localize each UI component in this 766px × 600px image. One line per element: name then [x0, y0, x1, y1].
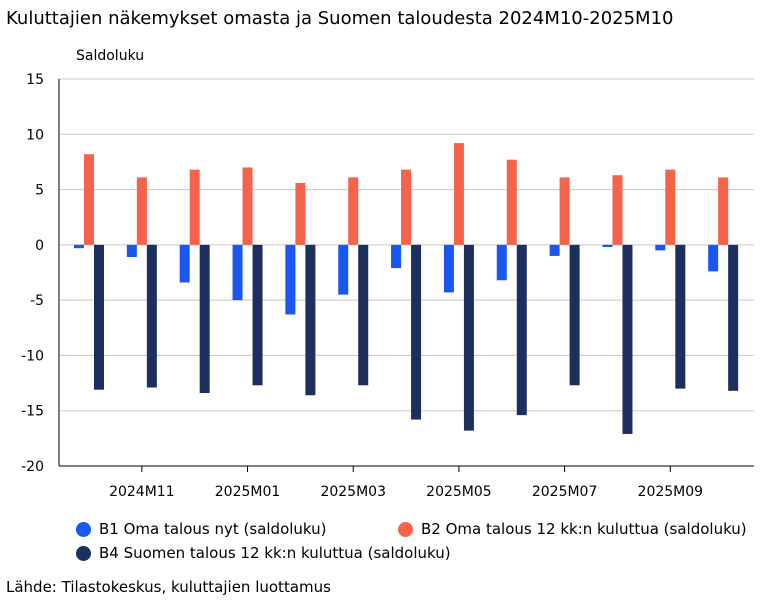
bar-2024M12-s1	[179, 244, 190, 283]
bar-2025M06-s1	[496, 244, 507, 281]
bar-2025M08-s3	[622, 244, 633, 434]
x-tick-label: 2025M01	[215, 484, 281, 500]
bar-2025M02-s2	[295, 182, 306, 245]
bar-2025M02-s1	[285, 244, 296, 315]
y-tick-label: -10	[21, 348, 44, 364]
legend-item-b1[interactable]: B1 Oma talous nyt (saldoluku)	[76, 520, 327, 538]
bar-2025M10-s3	[728, 244, 739, 391]
bar-2025M07-s3	[569, 244, 580, 386]
bar-2025M01-s1	[232, 244, 243, 301]
bar-2025M07-s1	[549, 244, 560, 256]
bar-chart: 15 10 5 0 -5 -10 -15 -20 2024M11 2025M01 2025M03 20…	[21, 72, 754, 500]
legend-label: B4 Suomen talous 12 kk:n kuluttua (saldo…	[99, 544, 451, 562]
x-tick-label: 2024M11	[109, 484, 175, 500]
bar-2025M03-s3	[358, 244, 369, 386]
legend-item-b2[interactable]: B2 Oma talous 12 kk:n kuluttua (saldoluk…	[398, 520, 747, 538]
bar-2025M04-s2	[401, 169, 412, 245]
bar-2024M11-s2	[136, 177, 147, 245]
bar-2025M09-s2	[665, 169, 676, 245]
y-tick-label: -5	[30, 293, 44, 309]
bar-2025M08-s1	[602, 244, 613, 248]
bar-2025M09-s1	[655, 244, 666, 251]
y-tick-label: -20	[21, 459, 44, 475]
legend-swatch	[76, 521, 91, 537]
legend-label: B2 Oma talous 12 kk:n kuluttua (saldoluk…	[421, 520, 747, 538]
bar-2025M04-s3	[411, 244, 422, 420]
bar-2024M10-s1	[74, 244, 84, 249]
y-tick-label: 5	[35, 183, 44, 199]
bar-2025M06-s2	[506, 159, 517, 245]
x-tick-label: 2025M07	[532, 484, 598, 500]
bar-2025M10-s2	[718, 177, 729, 245]
y-tick-label: -15	[21, 404, 44, 420]
bar-2025M09-s3	[675, 244, 686, 389]
bar-2024M12-s2	[189, 169, 200, 245]
bar-2025M05-s1	[443, 244, 454, 293]
legend-item-b4[interactable]: B4 Suomen talous 12 kk:n kuluttua (saldo…	[76, 544, 451, 562]
bar-2025M07-s2	[559, 177, 570, 245]
legend-swatch	[398, 521, 413, 537]
bar-2025M01-s3	[252, 244, 263, 386]
bar-2024M11-s3	[146, 244, 157, 388]
bar-2025M03-s1	[338, 244, 349, 295]
legend-swatch	[76, 545, 91, 561]
x-tick-label: 2025M03	[320, 484, 386, 500]
y-tick-label: 15	[26, 72, 44, 88]
bar-2025M05-s3	[463, 244, 474, 431]
x-tick-label: 2025M09	[638, 484, 704, 500]
y-tick-label: 0	[35, 238, 44, 254]
bar-2024M10-s2	[84, 154, 94, 245]
x-tick-label: 2025M05	[426, 484, 492, 500]
bar-2024M12-s3	[199, 244, 210, 394]
bar-2025M05-s2	[453, 143, 464, 245]
bar-2024M11-s1	[126, 244, 137, 258]
bar-2025M02-s3	[305, 244, 316, 396]
bar-2025M10-s1	[708, 244, 719, 272]
source-note: Lähde: Tilastokeskus, kuluttajien luotta…	[6, 578, 331, 596]
bar-2025M08-s2	[612, 175, 623, 245]
legend-label: B1 Oma talous nyt (saldoluku)	[99, 520, 327, 538]
bar-2025M04-s1	[391, 244, 402, 269]
chart-title: Kuluttajien näkemykset omasta ja Suomen …	[6, 8, 674, 29]
y-axis-label: Saldoluku	[76, 48, 145, 64]
bar-2025M06-s3	[516, 244, 527, 416]
y-tick-label: 10	[26, 127, 44, 143]
bar-2024M10-s3	[94, 244, 104, 390]
bar-2025M03-s2	[348, 177, 359, 245]
bar-2025M01-s2	[242, 167, 253, 245]
